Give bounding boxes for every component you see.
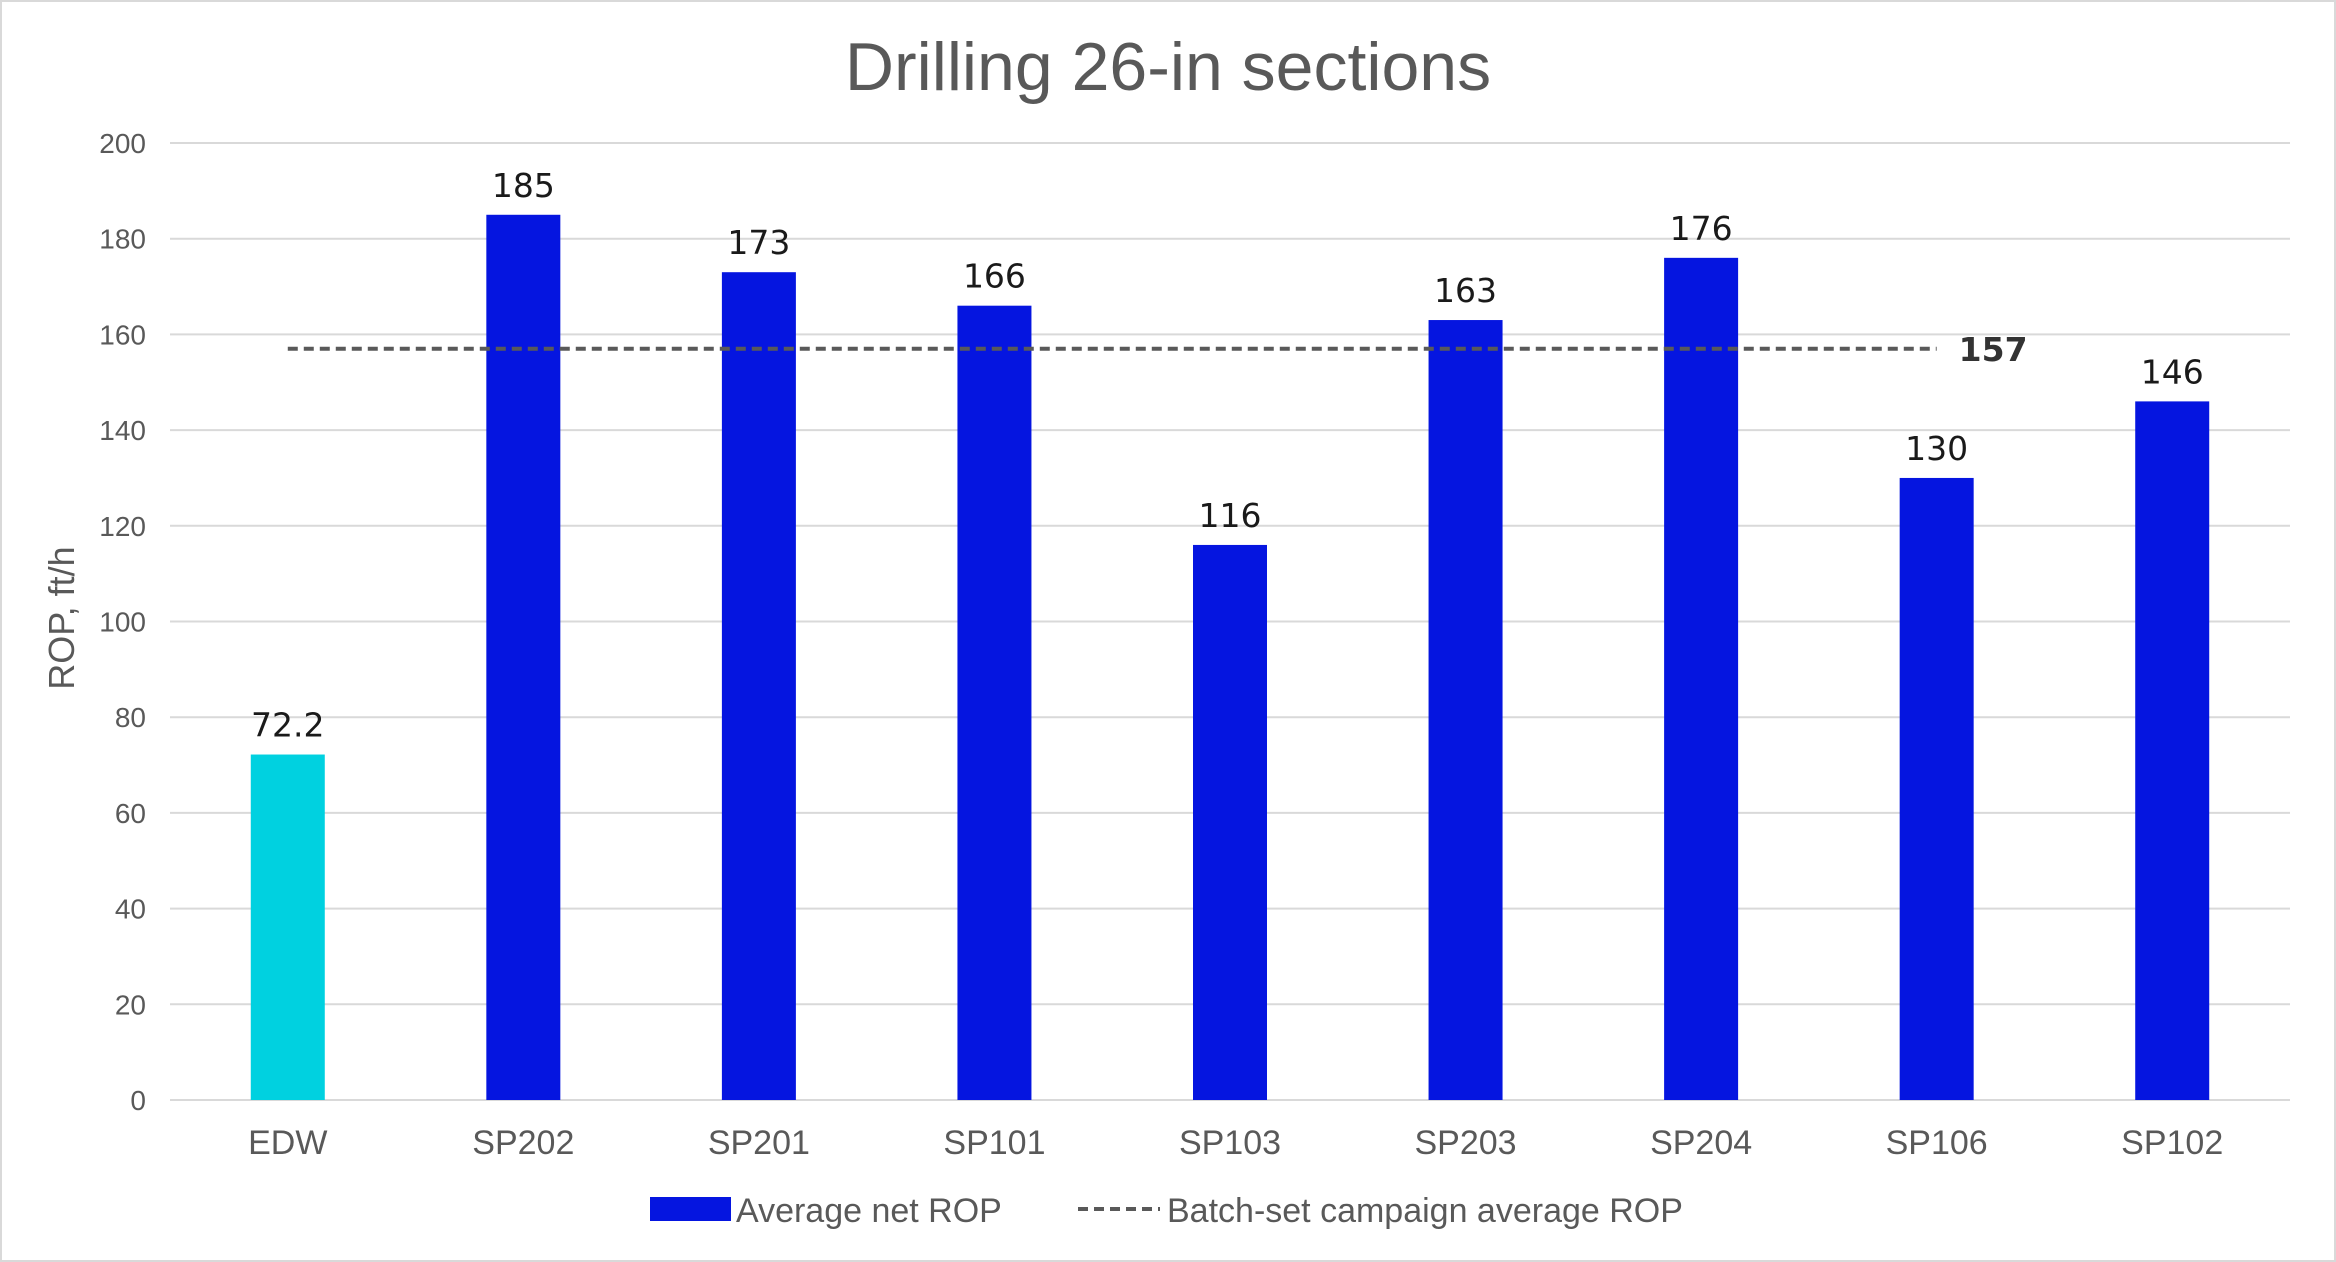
x-tick-label-sp101: SP101 <box>943 1124 1045 1162</box>
y-tick-label-60: 60 <box>115 798 146 829</box>
legend-label-campaign-average: Batch-set campaign average ROP <box>1167 1192 1683 1230</box>
bar-sp201 <box>721 272 796 1100</box>
bar-sp106 <box>1899 477 1974 1100</box>
data-label-sp102: 146 <box>2141 352 2204 391</box>
x-tick-label-sp103: SP103 <box>1179 1124 1281 1162</box>
legend-label-average-net-rop: Average net ROP <box>736 1192 1002 1230</box>
data-label-sp202: 185 <box>492 166 555 205</box>
bars <box>250 214 2210 1101</box>
bar-edw <box>250 754 325 1100</box>
y-tick-label-120: 120 <box>99 511 146 542</box>
reference-line-group: 157 <box>287 330 2028 369</box>
y-axis-ticks: 0 20 40 60 80 100 120 140 160 180 200 <box>99 128 146 1116</box>
legend-swatch-average-net-rop <box>650 1197 731 1221</box>
y-tick-label-80: 80 <box>115 702 146 733</box>
bar-sp202 <box>486 214 561 1100</box>
x-tick-label-sp106: SP106 <box>1886 1124 1988 1162</box>
bar-sp204 <box>1664 257 1739 1101</box>
data-label-sp204: 176 <box>1670 209 1733 248</box>
data-labels: 72.2 185 173 166 116 163 176 130 146 <box>251 166 2204 745</box>
y-tick-label-100: 100 <box>99 607 146 638</box>
y-tick-label-40: 40 <box>115 894 146 925</box>
data-label-sp106: 130 <box>1905 429 1968 468</box>
data-label-sp103: 116 <box>1199 496 1262 535</box>
y-tick-label-140: 140 <box>99 415 146 446</box>
y-tick-label-0: 0 <box>130 1085 146 1116</box>
reference-line-label: 157 <box>1959 330 2028 369</box>
x-tick-label-edw: EDW <box>248 1124 327 1162</box>
y-tick-label-20: 20 <box>115 989 146 1020</box>
x-tick-label-sp203: SP203 <box>1415 1124 1517 1162</box>
data-label-edw: 72.2 <box>251 706 324 745</box>
chart-title: Drilling 26-in sections <box>845 29 1491 105</box>
x-tick-label-sp204: SP204 <box>1650 1124 1752 1162</box>
bar-sp203 <box>1428 320 1503 1100</box>
data-label-sp201: 173 <box>727 223 790 262</box>
bar-sp102 <box>2135 401 2210 1100</box>
bar-sp103 <box>1193 544 1267 1100</box>
x-tick-label-sp201: SP201 <box>708 1124 810 1162</box>
data-label-sp203: 163 <box>1434 271 1497 310</box>
y-tick-label-180: 180 <box>99 224 146 255</box>
data-label-sp101: 166 <box>963 257 1026 296</box>
y-axis-label: ROP, ft/h <box>41 546 82 689</box>
x-tick-label-sp102: SP102 <box>2121 1124 2223 1162</box>
x-axis-ticks: EDW SP202 SP201 SP101 SP103 SP203 SP204 SP106 SP… <box>248 1124 2223 1162</box>
bar-sp101 <box>957 305 1032 1100</box>
y-tick-label-200: 200 <box>99 128 146 159</box>
x-tick-label-sp202: SP202 <box>472 1124 574 1162</box>
legend: Average net ROP Batch-set campaign avera… <box>650 1192 1683 1230</box>
y-tick-label-160: 160 <box>99 319 146 350</box>
